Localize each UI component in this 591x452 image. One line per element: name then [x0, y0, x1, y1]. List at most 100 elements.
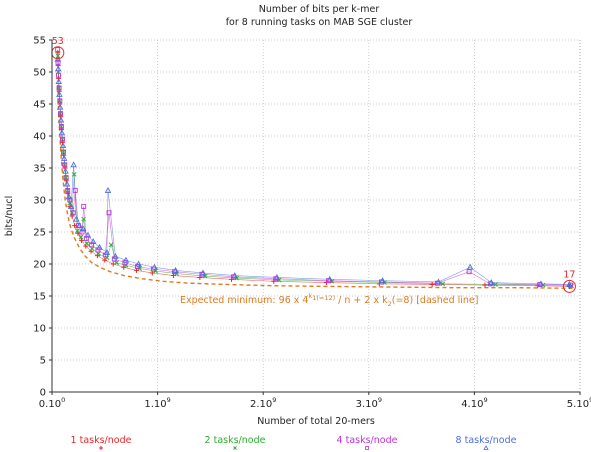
data-point-triangle — [79, 225, 87, 232]
x-tick-label: 3.109 — [356, 396, 382, 410]
y-tick-label: 25 — [33, 228, 46, 239]
x-tick-label: 2.109 — [250, 396, 276, 410]
data-point-triangle — [67, 202, 75, 209]
y-tick-label: 35 — [33, 164, 46, 175]
annotation-label: 53 — [52, 36, 64, 47]
data-point-triangle — [566, 281, 573, 287]
data-point-square — [70, 210, 76, 216]
data-point-triangle — [122, 256, 130, 263]
data-point-cross — [65, 188, 70, 193]
x-axis-label: Number of total 20-mers — [257, 416, 375, 427]
data-point-triangle — [56, 90, 63, 97]
data-point-square — [58, 123, 64, 129]
data-point-square — [63, 175, 69, 181]
expected-label-part: 2 — [388, 300, 392, 308]
data-point-triangle — [73, 215, 80, 222]
data-point-square — [466, 269, 472, 275]
data-point-cross — [62, 162, 68, 168]
expected-minimum-label: Expected minimum: 96 x 4k1(=12) / n + 2 … — [180, 292, 478, 308]
data-point-triangle — [60, 154, 68, 161]
data-point-triangle — [104, 186, 112, 193]
data-point-plus — [102, 257, 108, 263]
legend-label: 8 tasks/node — [456, 435, 517, 446]
data-point-square — [122, 260, 128, 266]
data-point-square — [57, 98, 63, 104]
x-tick-label: 0.100 — [39, 396, 65, 410]
x-tick-exponent: 9 — [167, 396, 171, 404]
x-tick-label: 1.109 — [144, 396, 170, 410]
data-point-square — [60, 136, 65, 142]
data-point-plus — [69, 213, 75, 219]
data-point-plus — [429, 281, 435, 287]
data-point-triangle — [435, 278, 442, 285]
x-tick-base: 3.10 — [356, 399, 378, 410]
expected-label-part: k — [308, 292, 312, 300]
x-tick-exponent: 0 — [61, 396, 65, 404]
data-point-triangle — [103, 249, 111, 255]
annotations: 53 17 — [51, 36, 576, 293]
legend-label: 2 tasks/node — [205, 435, 266, 446]
legend-marker-square — [365, 446, 369, 450]
expected-label-part: / n + 2 x k — [335, 295, 388, 306]
y-tick-label: 45 — [33, 100, 46, 111]
data-point-triangle — [57, 116, 65, 123]
data-point-plus — [65, 191, 71, 197]
y-axis-label: bits/nucl — [4, 196, 15, 236]
data-point-square — [55, 47, 61, 53]
data-point-cross — [57, 98, 63, 104]
series-line-2 — [57, 55, 572, 287]
y-tick-label: 10 — [33, 324, 46, 335]
data-point-cross — [63, 175, 69, 180]
data-point-square — [67, 197, 73, 203]
expected-label-part: 1 — [312, 294, 316, 302]
data-point-plus — [79, 237, 85, 243]
x-tick-base: 2.10 — [250, 399, 272, 410]
data-point-square — [135, 264, 140, 270]
y-tick-label: 55 — [33, 36, 46, 47]
data-point-triangle — [96, 243, 103, 250]
data-point-cross — [440, 281, 446, 287]
x-tick-base: 0.10 — [39, 399, 61, 410]
data-point-triangle — [70, 161, 77, 168]
data-point-cross — [493, 282, 498, 287]
data-point-cross — [74, 228, 80, 234]
series-line-1 — [57, 52, 570, 287]
x-tick-base: 1.10 — [144, 399, 166, 410]
data-point-triangle — [76, 222, 83, 229]
series-line-3 — [57, 49, 571, 286]
data-point-triangle — [54, 65, 62, 72]
expected-minimum-line — [57, 84, 575, 290]
chart-title: Number of bits per k-mer — [259, 4, 380, 15]
x-tick-exponent: 9 — [483, 396, 487, 404]
data-point-square — [81, 203, 87, 209]
legend-label: 4 tasks/node — [337, 435, 398, 446]
data-point-cross — [104, 255, 110, 260]
data-point-square — [111, 256, 117, 262]
x-tick-label: 5.109 — [567, 396, 591, 410]
expected-label-part: Expected minimum: 96 x 4 — [180, 295, 308, 306]
x-tick-base: 4.10 — [461, 399, 483, 410]
series-points — [54, 47, 574, 289]
legend-marker-triangle — [483, 445, 489, 450]
data-point-triangle — [172, 266, 179, 273]
data-point-triangle — [59, 142, 67, 149]
data-point-square — [58, 111, 64, 117]
y-tick-label: 0 — [40, 388, 46, 399]
data-point-triangle — [273, 274, 281, 280]
legend-label: 1 tasks/node — [71, 435, 132, 446]
y-tick-label: 50 — [33, 68, 46, 79]
data-point-square — [62, 162, 68, 168]
data-point-triangle — [62, 167, 69, 174]
data-point-triangle — [112, 252, 119, 259]
data-point-square — [61, 149, 66, 155]
data-point-triangle — [84, 231, 92, 238]
series-line-4 — [57, 59, 570, 285]
data-point-cross — [78, 234, 84, 240]
data-point-cross — [81, 216, 87, 222]
data-point-square — [55, 59, 61, 65]
data-point-cross — [58, 124, 64, 129]
data-point-plus — [55, 50, 61, 56]
y-tick-label: 20 — [33, 260, 46, 271]
y-axis-ticks: 0 5 10 15 20 25 30 35 40 45 50 55 — [33, 36, 52, 399]
